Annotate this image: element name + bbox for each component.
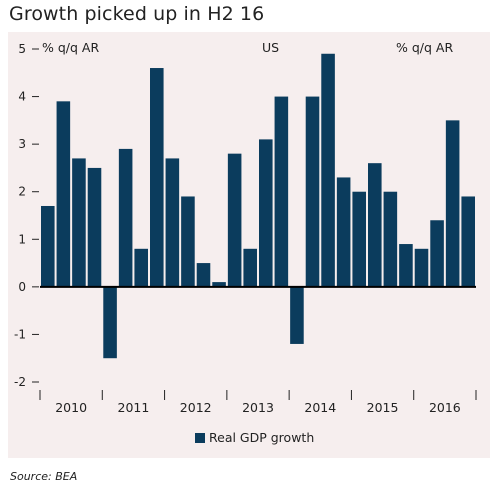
bar — [259, 139, 273, 287]
bar — [399, 244, 413, 287]
bar — [336, 177, 351, 287]
bar — [118, 148, 133, 287]
y-tick-label: 0 — [18, 280, 26, 294]
y-tick-label: -2 — [14, 375, 26, 389]
x-tick-label: 2011 — [118, 400, 150, 415]
x-tick-label: 2010 — [55, 400, 87, 415]
legend-label: Real GDP growth — [209, 430, 315, 445]
y-tick-label: -1 — [14, 327, 26, 341]
bar — [87, 167, 102, 287]
bar — [212, 282, 226, 287]
x-tick-label: 2012 — [180, 400, 212, 415]
bar — [227, 153, 242, 287]
bar — [196, 263, 211, 287]
legend-swatch — [195, 432, 205, 443]
legend: Real GDP growth — [195, 430, 314, 445]
bar — [305, 96, 320, 287]
bar — [461, 196, 475, 287]
bar — [445, 120, 460, 287]
bar — [414, 248, 429, 287]
x-tick-label: 2016 — [429, 400, 461, 415]
bar — [368, 163, 382, 287]
x-tick-label: 2015 — [367, 400, 399, 415]
bar — [56, 101, 71, 287]
chart-title: Growth picked up in H2 16 — [9, 3, 265, 25]
y-tick-label: 4 — [18, 90, 26, 104]
bar — [41, 205, 55, 287]
bar — [103, 286, 117, 359]
y-tick-label: 2 — [18, 185, 26, 199]
bar — [134, 248, 148, 287]
bar — [72, 158, 86, 287]
bar — [243, 248, 257, 287]
bar — [290, 286, 304, 344]
bar — [383, 191, 398, 287]
bar — [181, 196, 195, 287]
bar — [321, 53, 335, 287]
chart-panel: 5 4 3 2 1 0 -1 -2 2010 2011 2012 2013 2014 2015 2016 %… — [8, 32, 490, 458]
bar — [274, 96, 289, 287]
source-note: Source: BEA — [10, 470, 78, 483]
bar — [352, 191, 366, 287]
y-tick-label: 3 — [18, 137, 26, 151]
bar — [150, 68, 164, 287]
right-axis-label: % q/q AR — [396, 40, 454, 55]
y-tick-label: 1 — [18, 232, 26, 246]
x-tick-label: 2014 — [304, 400, 336, 415]
left-axis-label: % q/q AR — [42, 40, 100, 55]
bar-chart: 5 4 3 2 1 0 -1 -2 2010 2011 2012 2013 2014 2015 2016 — [14, 42, 477, 415]
panel-label: US — [262, 40, 280, 55]
y-tick-label: 5 — [18, 42, 26, 56]
bar — [430, 220, 444, 287]
bar — [165, 158, 180, 287]
x-tick-label: 2013 — [242, 400, 274, 415]
